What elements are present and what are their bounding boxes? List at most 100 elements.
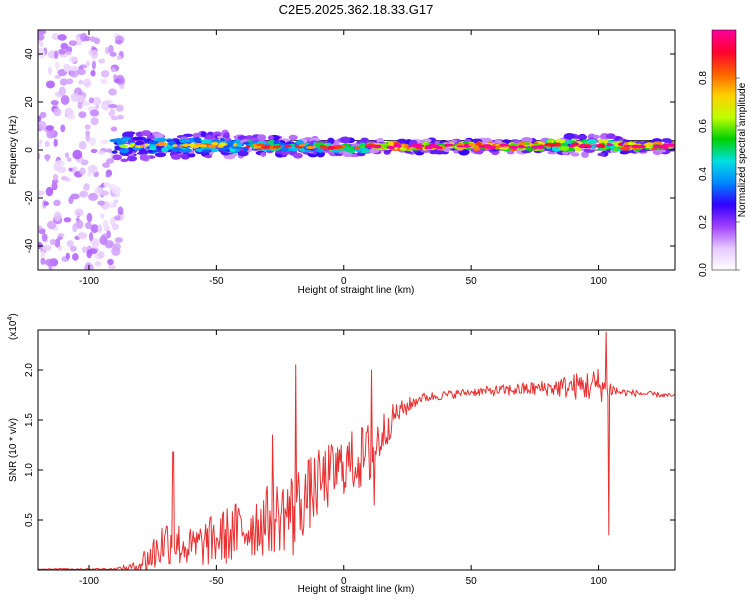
spectrogram-cell	[88, 264, 94, 270]
spectrogram-cell	[38, 115, 42, 123]
spectrogram-cell	[120, 158, 129, 162]
spectrogram-cell	[64, 152, 70, 159]
spectrogram-plot: -100 -50 0 50 100 -40 -20 0 20 40 Height of stra…	[8, 29, 676, 296]
snr-series-line	[38, 331, 675, 570]
spectrogram-cell	[43, 201, 49, 206]
spectrogram-cell	[281, 150, 291, 155]
spectrogram-cell	[85, 60, 90, 67]
spectrogram-cell	[121, 138, 130, 142]
spectrogram-cell	[59, 78, 68, 86]
spectrogram-cell	[207, 144, 217, 149]
spectrogram-cell	[575, 134, 588, 140]
spectrogram-cell	[76, 95, 86, 104]
spectrogram-cell	[100, 78, 108, 85]
spectrogram-cell	[494, 140, 503, 144]
spectrogram-cell	[226, 140, 236, 144]
spectrogram-cell	[116, 55, 122, 61]
spectrogram-cell	[154, 152, 167, 158]
spectrogram-cell	[655, 144, 664, 149]
spectrogram-cell	[319, 145, 325, 149]
spectrogram-cell	[88, 97, 95, 104]
spectrogram-cell	[509, 145, 519, 149]
spectrogram-cell	[395, 144, 403, 148]
spectrogram-cell	[81, 246, 88, 254]
spectrogram-cell	[369, 148, 380, 154]
spectrogram-cell	[201, 139, 210, 145]
spectrogram-cell	[109, 138, 121, 143]
spectrogram-cell	[45, 125, 55, 131]
spectrogram-cell	[571, 142, 580, 147]
spectrogram-cell	[114, 237, 124, 244]
spectrogram-cell	[60, 124, 66, 133]
spectrogram-cell	[219, 138, 226, 142]
spectrogram-cell	[339, 136, 351, 144]
spectrogram-cell	[193, 137, 201, 143]
spectrogram-cell	[623, 144, 632, 147]
colorbar-tick-label: 0.8	[698, 71, 709, 85]
spectrogram-cell	[87, 164, 98, 174]
spectrogram-cell	[41, 233, 48, 242]
spectrogram-cell	[134, 140, 144, 146]
spectrogram-cell	[597, 138, 609, 144]
colorbar-label: Normalized spectral amplitude	[737, 82, 748, 217]
spectrogram-cell	[586, 144, 592, 149]
spectrogram-cell	[106, 158, 115, 164]
spectrogram-cell	[579, 143, 586, 147]
spectrogram-cell	[42, 244, 52, 252]
spectrogram-cell	[47, 66, 53, 76]
colorbar-tick-label: 0.4	[698, 167, 709, 181]
spectrogram-cell	[295, 141, 304, 144]
spectrogram-cell	[85, 132, 90, 142]
spectrogram-cell	[45, 186, 54, 197]
spectrogram-cell	[108, 88, 117, 96]
spectrogram-cell	[86, 249, 92, 259]
spectrogram-cell	[200, 131, 207, 137]
spectrogram-cell	[132, 136, 143, 141]
spectrogram-cell	[203, 135, 215, 140]
spectrogram-cell	[102, 162, 110, 169]
spectrogram-cell	[293, 152, 303, 159]
spectrogram-cell	[53, 199, 61, 207]
snr-x-label: Height of straight line (km)	[298, 584, 415, 595]
spectrogram-cell	[90, 117, 99, 126]
spectrogram-cell	[102, 219, 109, 230]
spectrogram-cell	[68, 196, 74, 204]
spectrogram-cell	[139, 144, 145, 147]
y-tick-label: -40	[24, 238, 35, 253]
spectrogram-cell	[68, 56, 78, 63]
spectrogram-cell	[386, 145, 396, 149]
spectrogram-cell	[204, 154, 212, 159]
y-tick-label: 0	[24, 147, 35, 153]
spectrogram-cell	[58, 48, 67, 55]
spectrogram-cell	[126, 155, 138, 162]
spectrogram-cell	[187, 152, 196, 158]
spectrogram-cell	[58, 86, 66, 96]
spectrogram-cell	[115, 39, 123, 45]
x-tick-label: -50	[209, 276, 224, 287]
spectrogram-cell	[115, 104, 124, 112]
spectrogram-cell	[429, 150, 440, 155]
spectrogram-cell	[562, 151, 569, 155]
spectrogram-cell	[45, 80, 55, 89]
spectrogram-cell	[60, 94, 70, 105]
spectrogram-cell	[63, 63, 71, 73]
spectrogram-cell	[517, 142, 527, 146]
spectrogram-cell	[656, 149, 667, 153]
spectrogram-cell	[60, 175, 68, 181]
spectrogram-cell	[399, 147, 407, 151]
spectrogram-cell	[101, 70, 110, 78]
spectrogram-cell	[544, 142, 554, 147]
spectrogram-cell	[558, 145, 570, 152]
spectrogram-cell	[55, 61, 60, 71]
spectrogram-cell	[584, 149, 595, 153]
spectrogram-cell	[596, 144, 602, 148]
spectrogram-cell	[110, 67, 116, 73]
y-tick-label: 1.5	[24, 413, 35, 427]
spectrogram-cell	[54, 160, 65, 168]
spectrogram-cell	[192, 132, 201, 139]
spectrogram-cell	[119, 147, 130, 154]
spectrogram-cell	[219, 142, 227, 147]
spectrogram-cell	[267, 135, 274, 141]
spectrogram-cell	[567, 147, 575, 151]
spectrogram-cell	[51, 182, 58, 191]
